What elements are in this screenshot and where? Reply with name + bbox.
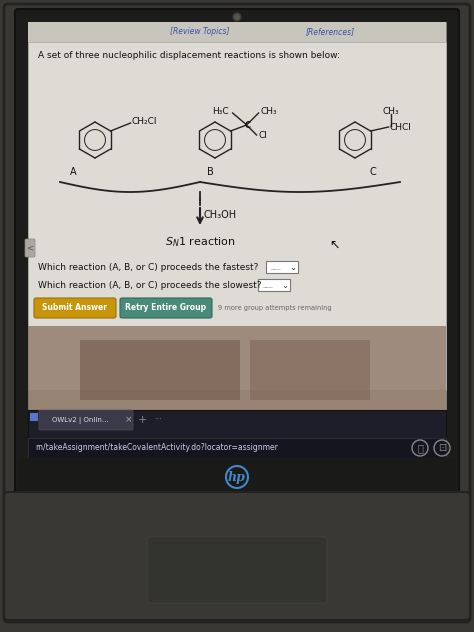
Text: Cl: Cl [259, 131, 267, 140]
Text: OWLv2 | Onlin...: OWLv2 | Onlin... [52, 416, 109, 423]
Text: C: C [370, 167, 376, 177]
FancyBboxPatch shape [120, 298, 212, 318]
Text: CHCI: CHCI [390, 123, 411, 133]
Bar [250, 340, 370, 400]
Circle shape [233, 13, 241, 21]
Bar [258, 279, 290, 291]
FancyBboxPatch shape [15, 9, 459, 505]
Bar [28, 326, 446, 410]
Text: ⊡: ⊡ [438, 443, 446, 453]
FancyBboxPatch shape [4, 492, 470, 620]
Text: +: + [137, 415, 146, 425]
FancyBboxPatch shape [34, 298, 116, 318]
Text: CH₃: CH₃ [261, 107, 277, 116]
FancyBboxPatch shape [147, 537, 327, 603]
Text: ↖: ↖ [330, 238, 340, 252]
Bar [28, 438, 446, 458]
Text: [References]: [References] [305, 28, 355, 37]
Text: rn/takeAssignment/takeCovalentActivity.do?locator=assignmer: rn/takeAssignment/takeCovalentActivity.d… [35, 444, 278, 453]
Text: B: B [207, 167, 213, 177]
Bar [18, 458, 456, 496]
Circle shape [235, 15, 239, 20]
Text: Which reaction (A, B, or C) proceeds the fastest?: Which reaction (A, B, or C) proceeds the… [38, 262, 258, 272]
Bar [28, 22, 446, 42]
Bar [80, 340, 240, 400]
Text: ⌄: ⌄ [290, 262, 297, 272]
Text: 9 more group attempts remaining: 9 more group attempts remaining [218, 305, 332, 311]
Text: ···: ··· [154, 415, 162, 425]
Text: hp: hp [228, 470, 246, 483]
Text: CH₂Cl: CH₂Cl [132, 116, 157, 126]
Text: ⏻: ⏻ [417, 443, 423, 453]
Bar [28, 410, 446, 438]
Text: Which reaction (A, B, or C) proceeds the slowest?: Which reaction (A, B, or C) proceeds the… [38, 281, 262, 289]
Text: Retry Entire Group: Retry Entire Group [126, 303, 207, 312]
Text: ___: ___ [262, 282, 272, 288]
Text: [Review Topics]: [Review Topics] [170, 28, 230, 37]
Text: $S_N1$ reaction: $S_N1$ reaction [165, 235, 235, 249]
FancyBboxPatch shape [4, 4, 470, 622]
Text: Submit Answer: Submit Answer [43, 303, 108, 312]
Text: A: A [70, 167, 76, 177]
Bar [30, 413, 38, 421]
FancyBboxPatch shape [25, 239, 35, 257]
Text: H₃C: H₃C [212, 107, 228, 116]
Bar [28, 22, 446, 490]
Text: CH₃: CH₃ [382, 107, 399, 116]
Text: <: < [27, 243, 34, 253]
Text: CH₃OH: CH₃OH [204, 210, 237, 220]
Text: ⌄: ⌄ [282, 281, 289, 289]
Text: ×: × [125, 415, 133, 425]
Bar [266, 261, 298, 273]
Bar [28, 42, 446, 390]
FancyBboxPatch shape [39, 410, 133, 430]
Text: C: C [245, 121, 251, 130]
Text: ___: ___ [270, 264, 280, 270]
Text: A set of three nucleophilic displacement reactions is shown below:: A set of three nucleophilic displacement… [38, 51, 340, 59]
Circle shape [226, 466, 248, 488]
